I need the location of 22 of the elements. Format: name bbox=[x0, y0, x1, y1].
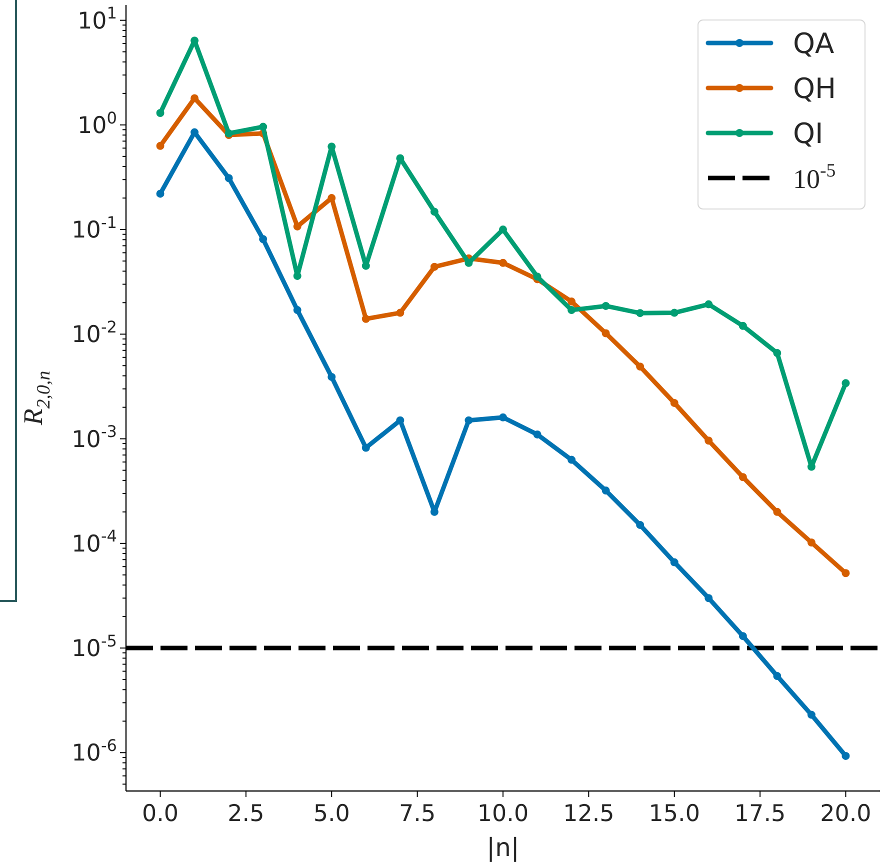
y-tick-label: 10$^{-5}$ bbox=[72, 631, 117, 662]
x-tick-label: 15.0 bbox=[648, 801, 700, 827]
x-tick-label: 20.0 bbox=[820, 801, 872, 827]
x-tick-label: 5.0 bbox=[313, 801, 350, 827]
y-tick-label: 10$^{-3}$ bbox=[72, 422, 117, 453]
x-tick-label: 17.5 bbox=[734, 801, 786, 827]
legend-label: QI bbox=[793, 117, 824, 150]
x-axis-title: |n| bbox=[486, 833, 520, 862]
x-tick-label: 0.0 bbox=[142, 801, 179, 827]
x-tick-label: 2.5 bbox=[228, 801, 264, 827]
x-tick-label: 7.5 bbox=[399, 801, 436, 827]
x-tick-label: 12.5 bbox=[563, 801, 614, 827]
legend-label: QH bbox=[793, 72, 836, 105]
y-tick-label: 10$^{-6}$ bbox=[72, 736, 117, 767]
y-tick-label: 10$^{1}$ bbox=[77, 4, 117, 34]
y-tick-label: 10$^{-2}$ bbox=[72, 318, 117, 348]
y-tick-label: 10$^{0}$ bbox=[77, 108, 117, 139]
legend-label: 10$^{-5}$ bbox=[793, 160, 836, 194]
x-tick-label: 10.0 bbox=[477, 801, 529, 827]
y-tick-label: 10$^{-4}$ bbox=[72, 526, 117, 558]
y-tick-label: 10$^{-1}$ bbox=[72, 212, 117, 244]
legend-label: QA bbox=[793, 27, 834, 60]
